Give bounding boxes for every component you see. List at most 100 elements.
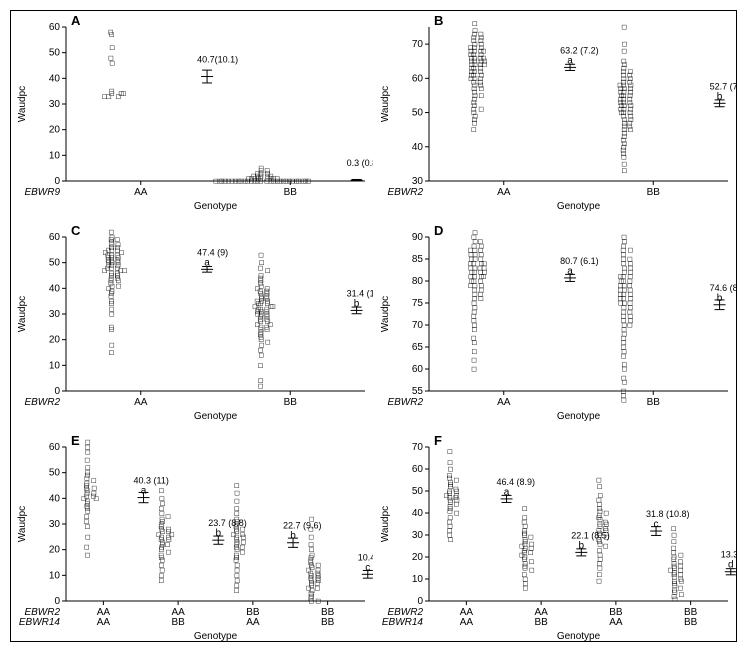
y-tick-label: 75 [411,298,423,309]
category-label: BB [646,397,660,408]
category-label: BB [534,617,548,628]
panel-letter: A [71,13,81,28]
data-point: ◻ [621,366,627,373]
data-point: ◻ [213,178,219,185]
panel-d: D5560657075808590WaudpcGenotypeEBWR2AA◻◻… [374,221,737,431]
data-point: ◻ [446,448,452,455]
data-point: ◻ [258,252,264,259]
y-tick-label: 40 [411,142,423,153]
y-tick-label: 40 [49,493,61,504]
panel-e: E0102030405060WaudpcGenotypeEBWR2EBWR14A… [11,431,374,641]
x-axis-title: Genotype [194,411,238,422]
data-point: ◻ [258,265,264,272]
mean-annotation: 10.4 (8.2) [358,552,373,562]
y-tick-label: 40 [411,508,423,519]
gene-label: EBWR2 [387,397,423,408]
data-point: ◻ [102,267,108,274]
mean-annotation: 40.7(10.1) [197,55,238,65]
y-tick-label: 85 [411,254,423,265]
category-label: AA [497,397,511,408]
group-letter: a [567,266,573,277]
y-tick-label: 50 [49,468,61,479]
group-letter: b [716,91,722,102]
mean-annotation: 63.2 (7.2) [560,45,599,55]
data-point: ◻ [308,534,314,541]
data-point: ◻ [522,585,528,592]
data-point: ◻ [596,484,602,491]
mean-annotation: 0.3 (0.8) [347,158,373,168]
y-tick-label: 30 [49,99,61,110]
data-point: ◻ [527,550,533,557]
data-point: ◻ [102,93,108,100]
data-point: ◻ [258,362,264,369]
y-axis-title: Waudpc [17,296,28,332]
data-point: ◻ [596,578,602,585]
y-tick-label: 40 [49,283,61,294]
data-point: ◻ [265,267,271,274]
data-point: ◻ [109,32,115,39]
y-tick-label: 60 [411,73,423,84]
data-point: ◻ [453,477,459,484]
data-point: ◻ [85,524,91,531]
gene-label: EBWR14 [381,617,423,628]
data-point: ◻ [108,350,114,357]
panel-d-svg: D5560657075808590WaudpcGenotypeEBWR2AA◻◻… [374,221,736,431]
data-point: ◻ [471,326,477,333]
y-tick-label: 60 [411,364,423,375]
category-label: AA [134,187,148,198]
data-point: ◻ [306,178,312,185]
y-tick-label: 10 [49,570,61,581]
data-point: ◻ [620,353,626,360]
y-tick-label: 0 [54,176,60,187]
y-tick-label: 50 [411,486,423,497]
y-tick-label: 90 [411,232,423,243]
y-tick-label: 60 [49,22,61,33]
y-axis-title: Waudpc [17,86,28,122]
group-letter: b [290,531,296,542]
panel-f: F010203040506070WaudpcGenotypeEBWR2EBWR1… [374,431,737,641]
y-tick-label: 20 [411,552,423,563]
data-point: ◻ [672,596,678,603]
group-letter: a [204,257,210,268]
data-point: ◻ [528,558,534,565]
data-point: ◻ [308,526,314,533]
data-point: ◻ [471,357,477,364]
group-letter: c [365,562,370,573]
category-label: BB [284,187,298,198]
data-point: ◻ [108,326,114,333]
category-label: BB [171,617,185,628]
data-point: ◻ [627,247,633,254]
category-label: AA [134,397,148,408]
data-point: ◻ [234,483,240,490]
data-point: ◻ [627,322,633,329]
y-tick-label: 70 [411,442,423,453]
data-point: ◻ [258,383,264,390]
category-label: BB [284,397,298,408]
data-point: ◻ [84,544,90,551]
panel-letter: F [434,433,442,448]
y-tick-label: 0 [54,596,60,607]
x-axis-title: Genotype [556,411,600,422]
y-tick-label: 30 [411,530,423,541]
gene-label: EBWR2 [24,397,60,408]
data-point: ◻ [109,88,115,95]
group-letter: d [728,560,734,571]
x-axis-title: Genotype [556,631,600,641]
mean-annotation: 31.4 (10.2) [347,288,373,298]
data-point: ◻ [470,127,476,134]
y-tick-label: 60 [49,442,61,453]
y-tick-label: 60 [49,232,61,243]
data-point: ◻ [478,296,484,303]
chart-grid: A0102030405060WaudpcGenotypeEBWR9AA◻◻◻◻◻… [10,10,737,642]
gene-label: EBWR14 [19,617,61,628]
data-point: ◻ [453,501,459,508]
y-tick-label: 50 [49,258,61,269]
data-point: ◻ [165,542,171,549]
panel-letter: E [71,433,80,448]
y-tick-label: 30 [411,176,423,187]
gene-label: EBWR2 [387,187,423,198]
data-point: ◻ [621,397,627,404]
data-point: ◻ [258,352,264,359]
panel-b: B3040506070WaudpcGenotypeEBWR2AA◻◻◻◻◻◻◻◻… [374,11,737,221]
group-letter: b [216,528,222,539]
